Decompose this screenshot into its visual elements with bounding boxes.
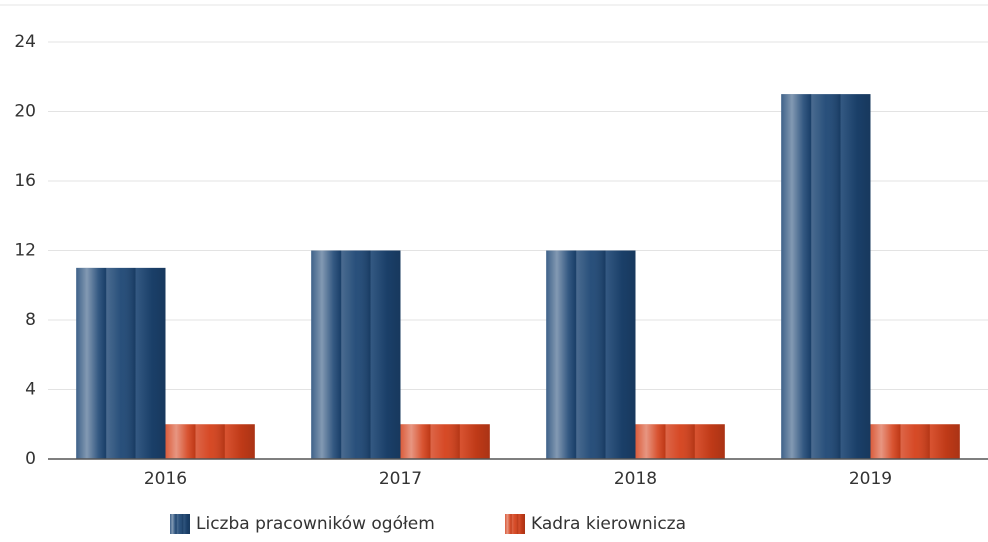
legend-label: Liczba pracowników ogółem <box>196 514 435 534</box>
y-tick-label: 20 <box>14 102 36 122</box>
y-tick-label: 4 <box>25 380 36 400</box>
bar-shine <box>165 424 255 459</box>
bar-shine <box>546 250 636 459</box>
bar-shine <box>781 94 871 459</box>
bar-shine <box>635 424 725 459</box>
bar-shine <box>311 250 401 459</box>
bar-shine <box>400 424 490 459</box>
y-tick-label: 0 <box>25 449 36 469</box>
x-tick-label: 2019 <box>849 469 892 489</box>
x-tick-label: 2016 <box>144 469 187 489</box>
legend-swatch-shine <box>170 514 190 534</box>
x-tick-label: 2018 <box>614 469 657 489</box>
y-tick-label: 8 <box>25 310 36 330</box>
y-tick-label: 24 <box>14 32 36 52</box>
legend-swatch-shine <box>505 514 525 534</box>
bar-shine <box>76 267 166 459</box>
x-tick-label: 2017 <box>379 469 422 489</box>
legend-label: Kadra kierownicza <box>531 514 686 534</box>
y-tick-label: 16 <box>14 171 36 191</box>
bar-shine <box>870 424 960 459</box>
y-tick-label: 12 <box>14 241 36 261</box>
